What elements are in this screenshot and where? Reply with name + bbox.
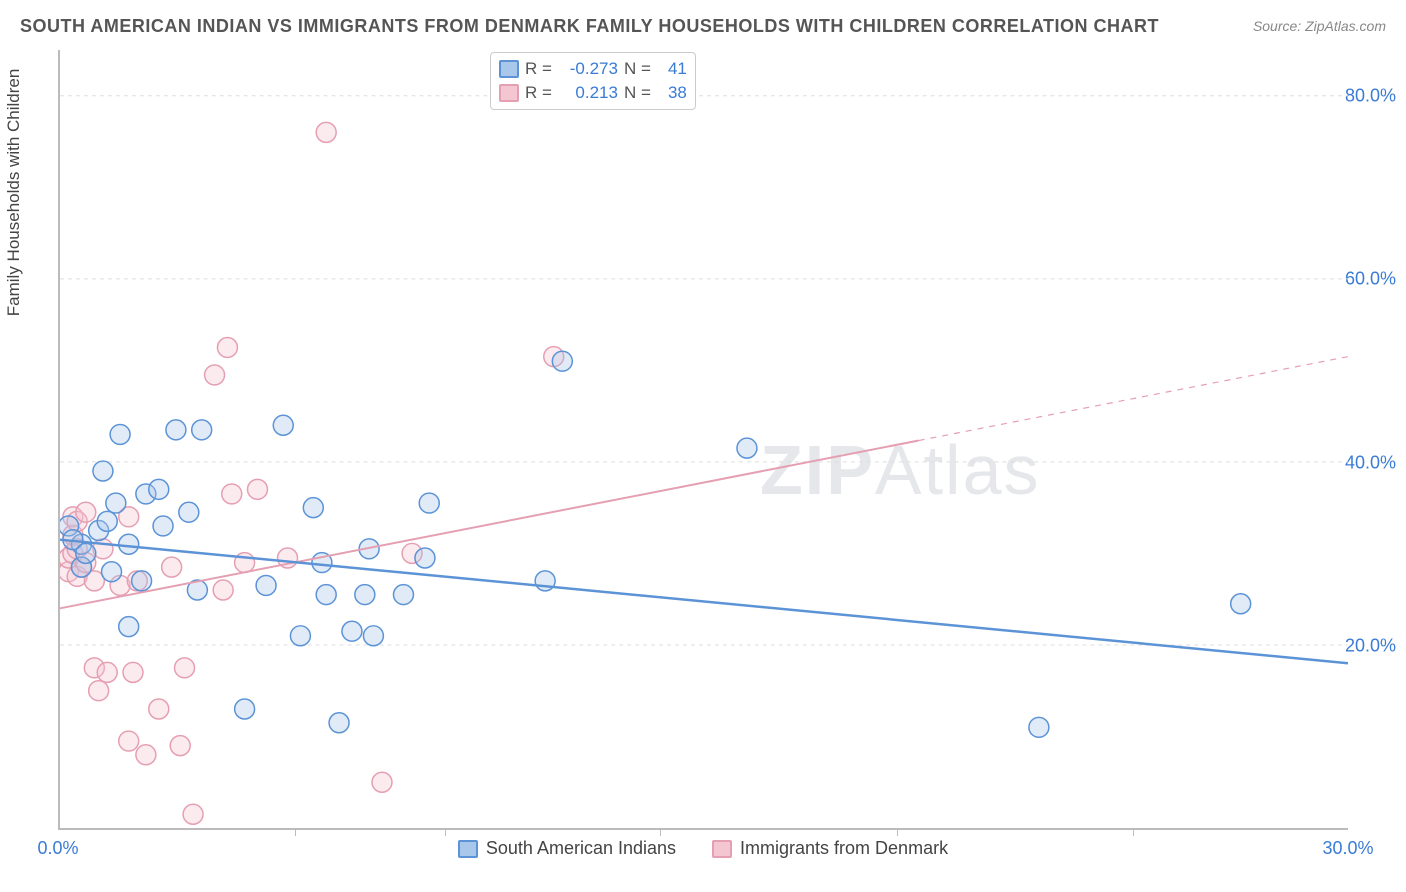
- scatter-point: [419, 493, 439, 513]
- scatter-point: [1029, 717, 1049, 737]
- chart-title: SOUTH AMERICAN INDIAN VS IMMIGRANTS FROM…: [20, 16, 1159, 37]
- legend-swatch-pink: [499, 84, 519, 102]
- scatter-point: [363, 626, 383, 646]
- scatter-point: [162, 557, 182, 577]
- scatter-point: [110, 424, 130, 444]
- trend-line: [60, 441, 919, 609]
- scatter-point: [737, 438, 757, 458]
- x-minor-tick: [1133, 828, 1134, 836]
- scatter-point: [93, 461, 113, 481]
- scatter-point: [217, 337, 237, 357]
- legend-n-value-pink: 38: [657, 83, 687, 103]
- legend-r-label-blue: R =: [525, 59, 552, 79]
- legend-series: South American Indians Immigrants from D…: [0, 838, 1406, 859]
- scatter-point: [248, 479, 268, 499]
- scatter-point: [303, 498, 323, 518]
- legend-item-blue: South American Indians: [458, 838, 676, 859]
- scatter-point: [175, 658, 195, 678]
- scatter-point: [89, 681, 109, 701]
- plot-svg: [60, 50, 1348, 828]
- scatter-point: [179, 502, 199, 522]
- y-tick-label: 60.0%: [1345, 269, 1396, 290]
- legend-swatch-blue: [499, 60, 519, 78]
- scatter-point: [183, 804, 203, 824]
- legend-n-label-pink: N =: [624, 83, 651, 103]
- scatter-point: [76, 502, 96, 522]
- scatter-point: [316, 585, 336, 605]
- scatter-point: [106, 493, 126, 513]
- scatter-point: [222, 484, 242, 504]
- scatter-point: [316, 122, 336, 142]
- scatter-point: [97, 662, 117, 682]
- scatter-point: [329, 713, 349, 733]
- legend-n-label-blue: N =: [624, 59, 651, 79]
- legend-swatch-blue-icon: [458, 840, 478, 858]
- scatter-point: [132, 571, 152, 591]
- scatter-point: [205, 365, 225, 385]
- scatter-point: [256, 575, 276, 595]
- plot-area: ZIPAtlas: [58, 50, 1348, 830]
- scatter-point: [415, 548, 435, 568]
- legend-swatch-pink-icon: [712, 840, 732, 858]
- scatter-point: [149, 479, 169, 499]
- scatter-point: [1231, 594, 1251, 614]
- legend-r-label-pink: R =: [525, 83, 552, 103]
- scatter-point: [372, 772, 392, 792]
- scatter-point: [119, 617, 139, 637]
- x-minor-tick: [660, 828, 661, 836]
- x-minor-tick: [295, 828, 296, 836]
- scatter-point: [393, 585, 413, 605]
- scatter-point: [149, 699, 169, 719]
- scatter-point: [355, 585, 375, 605]
- legend-correlation-box: R = -0.273 N = 41 R = 0.213 N = 38: [490, 52, 696, 110]
- legend-r-value-blue: -0.273: [558, 59, 618, 79]
- x-minor-tick: [445, 828, 446, 836]
- legend-row-pink: R = 0.213 N = 38: [499, 81, 687, 105]
- scatter-point: [119, 534, 139, 554]
- y-axis-label: Family Households with Children: [4, 69, 24, 317]
- scatter-point: [290, 626, 310, 646]
- legend-item-pink: Immigrants from Denmark: [712, 838, 948, 859]
- scatter-point: [136, 745, 156, 765]
- scatter-point: [235, 699, 255, 719]
- y-tick-label: 80.0%: [1345, 85, 1396, 106]
- legend-label-pink: Immigrants from Denmark: [740, 838, 948, 859]
- scatter-point: [342, 621, 362, 641]
- legend-row-blue: R = -0.273 N = 41: [499, 57, 687, 81]
- scatter-point: [97, 511, 117, 531]
- trend-line-extrapolated: [919, 357, 1348, 441]
- scatter-point: [123, 662, 143, 682]
- x-minor-tick: [897, 828, 898, 836]
- legend-label-blue: South American Indians: [486, 838, 676, 859]
- legend-n-value-blue: 41: [657, 59, 687, 79]
- scatter-point: [552, 351, 572, 371]
- legend-r-value-pink: 0.213: [558, 83, 618, 103]
- y-tick-label: 20.0%: [1345, 636, 1396, 657]
- source-label: Source: ZipAtlas.com: [1253, 18, 1386, 34]
- scatter-point: [213, 580, 233, 600]
- scatter-point: [119, 731, 139, 751]
- y-tick-label: 40.0%: [1345, 452, 1396, 473]
- scatter-point: [273, 415, 293, 435]
- scatter-point: [166, 420, 186, 440]
- scatter-point: [76, 543, 96, 563]
- scatter-point: [102, 562, 122, 582]
- scatter-point: [153, 516, 173, 536]
- scatter-point: [192, 420, 212, 440]
- scatter-point: [170, 736, 190, 756]
